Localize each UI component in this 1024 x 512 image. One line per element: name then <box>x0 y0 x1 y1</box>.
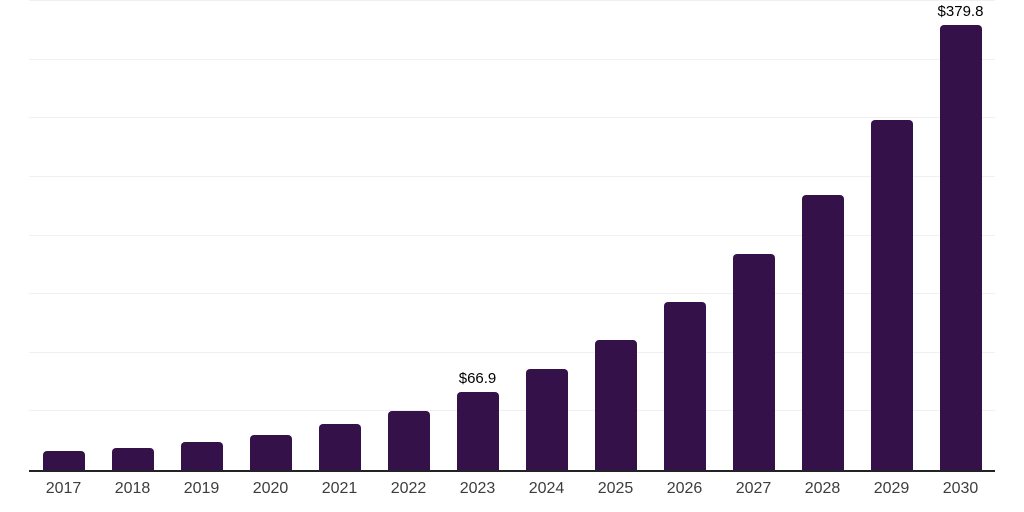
x-tick-2017: 2017 <box>45 480 82 497</box>
gridline-200 <box>29 234 995 236</box>
bar-2026 <box>663 301 706 470</box>
gridline-400 <box>29 0 995 2</box>
x-tick-2018: 2018 <box>114 480 151 497</box>
x-tick-2022: 2022 <box>390 480 427 497</box>
value-label-2023: $66.9 <box>458 369 497 387</box>
x-tick-2024: 2024 <box>528 480 565 497</box>
x-tick-2027: 2027 <box>735 480 772 497</box>
bar-2020 <box>249 434 292 470</box>
x-tick-2028: 2028 <box>804 480 841 497</box>
bar-2017 <box>42 451 85 470</box>
bar-2019 <box>180 441 223 470</box>
bar-2025 <box>594 339 637 470</box>
gridline-100 <box>29 351 995 353</box>
x-tick-2030: 2030 <box>942 480 979 497</box>
gridline-50 <box>29 410 995 412</box>
bar-2018 <box>111 448 154 470</box>
bar-2021 <box>318 423 361 470</box>
plot-area: $66.9 $379.8 <box>29 0 995 472</box>
bar-2024 <box>525 369 568 470</box>
bar-2028 <box>801 195 844 470</box>
x-tick-2026: 2026 <box>666 480 703 497</box>
gridline-150 <box>29 293 995 295</box>
gridline-300 <box>29 117 995 119</box>
gridline-350 <box>29 58 995 60</box>
x-tick-2019: 2019 <box>183 480 220 497</box>
x-axis-labels: 2017 2018 2019 2020 2021 2022 2023 2024 2025 2026… <box>29 479 995 498</box>
x-tick-2025: 2025 <box>597 480 634 497</box>
value-label-2030: $379.8 <box>937 2 984 20</box>
x-tick-2029: 2029 <box>873 480 910 497</box>
bar-2029 <box>870 120 913 470</box>
bar-2030 <box>939 24 982 470</box>
bar-2022 <box>387 410 430 470</box>
gridline-250 <box>29 176 995 177</box>
x-tick-2021: 2021 <box>321 480 358 497</box>
bar-2027 <box>732 254 775 470</box>
x-tick-2020: 2020 <box>252 480 289 497</box>
x-tick-2023: 2023 <box>459 480 496 497</box>
bar-2023 <box>456 391 499 470</box>
